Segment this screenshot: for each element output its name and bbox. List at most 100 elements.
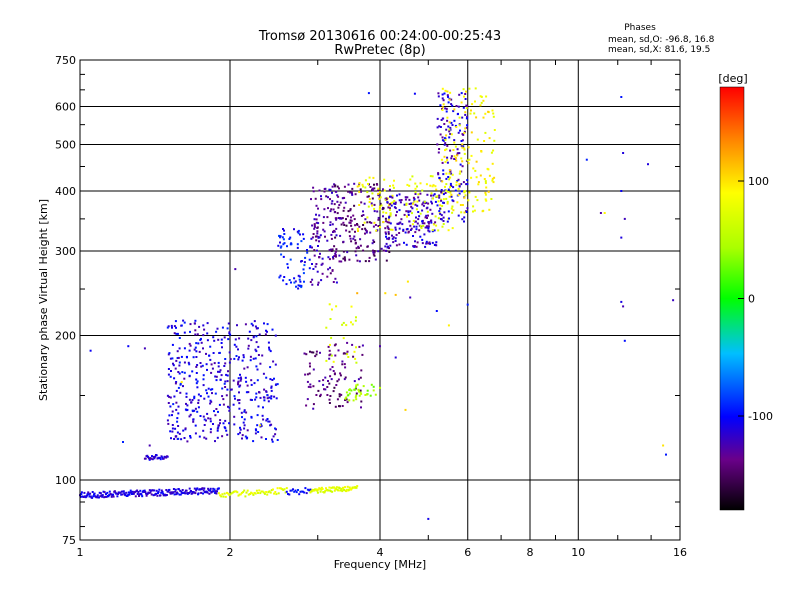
data-point [443, 155, 446, 158]
data-point [184, 427, 187, 430]
data-point [343, 489, 346, 491]
data-point [206, 412, 209, 415]
data-point [457, 178, 460, 181]
data-point [328, 303, 331, 306]
data-point [451, 211, 454, 214]
data-point [373, 183, 375, 186]
data-point [333, 386, 336, 389]
data-point [281, 236, 284, 239]
data-point [342, 337, 345, 340]
data-point [226, 374, 229, 377]
data-point [228, 361, 231, 364]
data-point [317, 245, 319, 247]
data-point [209, 402, 212, 405]
data-point [188, 349, 191, 352]
data-point [93, 492, 96, 495]
data-point [484, 180, 487, 183]
data-point [442, 117, 445, 120]
data-point [444, 138, 447, 141]
data-point [350, 305, 353, 308]
data-point [223, 426, 226, 429]
data-point [285, 283, 288, 286]
data-point [423, 222, 426, 225]
data-point [455, 126, 458, 128]
data-point [430, 200, 433, 203]
data-point [309, 488, 312, 491]
data-point [451, 173, 454, 176]
data-point [300, 490, 303, 493]
data-point [112, 495, 115, 498]
data-point [310, 198, 312, 201]
data-point [220, 495, 223, 498]
data-point [167, 368, 170, 370]
data-point [373, 241, 376, 243]
data-point [342, 486, 344, 489]
data-point [344, 397, 347, 400]
data-point [302, 272, 305, 275]
data-point [359, 389, 362, 392]
data-point [620, 190, 623, 192]
data-point [373, 203, 376, 206]
data-point [374, 258, 377, 261]
data-point [406, 280, 409, 283]
data-point [440, 189, 443, 191]
data-point [313, 249, 316, 252]
data-point [176, 350, 179, 353]
data-point [445, 107, 448, 110]
data-point [199, 338, 202, 341]
data-point [251, 492, 254, 495]
data-point [408, 220, 411, 223]
data-point [287, 266, 289, 269]
data-point [425, 240, 428, 243]
data-point [199, 415, 202, 417]
data-point [473, 209, 476, 212]
data-point [434, 200, 437, 203]
data-point [457, 105, 460, 108]
data-point [414, 220, 417, 223]
data-point [376, 183, 379, 186]
data-point [310, 237, 313, 240]
data-point [239, 376, 242, 379]
data-point [219, 419, 222, 422]
data-point [437, 92, 440, 95]
data-point [315, 394, 318, 396]
data-point [343, 256, 346, 259]
data-point [343, 352, 346, 355]
data-point [148, 491, 151, 494]
data-point [388, 188, 391, 191]
data-point [366, 216, 369, 219]
data-point [227, 322, 230, 325]
data-point [388, 221, 391, 224]
data-point [414, 231, 417, 234]
data-point [273, 492, 276, 495]
data-point [338, 187, 340, 190]
data-point [269, 424, 272, 427]
data-point [334, 217, 337, 220]
data-point [333, 211, 336, 214]
data-point [436, 204, 439, 207]
data-point [346, 485, 349, 488]
data-point [322, 221, 325, 224]
data-point [130, 491, 133, 494]
data-point [257, 354, 260, 356]
data-point [160, 489, 163, 492]
data-point [377, 187, 380, 190]
data-point [438, 148, 441, 150]
colorbar-tick-label: 100 [748, 175, 769, 188]
data-point [167, 402, 170, 404]
data-point [168, 395, 171, 398]
data-point [368, 256, 371, 259]
data-point [174, 320, 177, 323]
data-point [432, 223, 435, 226]
data-point [485, 199, 488, 202]
data-point [398, 222, 401, 225]
data-point [317, 236, 320, 239]
data-point [450, 103, 453, 106]
data-point [363, 202, 366, 205]
data-point [329, 188, 332, 191]
data-point [213, 488, 216, 491]
data-point [377, 250, 380, 253]
data-point [249, 398, 252, 401]
data-point [280, 253, 283, 256]
data-point [148, 458, 151, 461]
